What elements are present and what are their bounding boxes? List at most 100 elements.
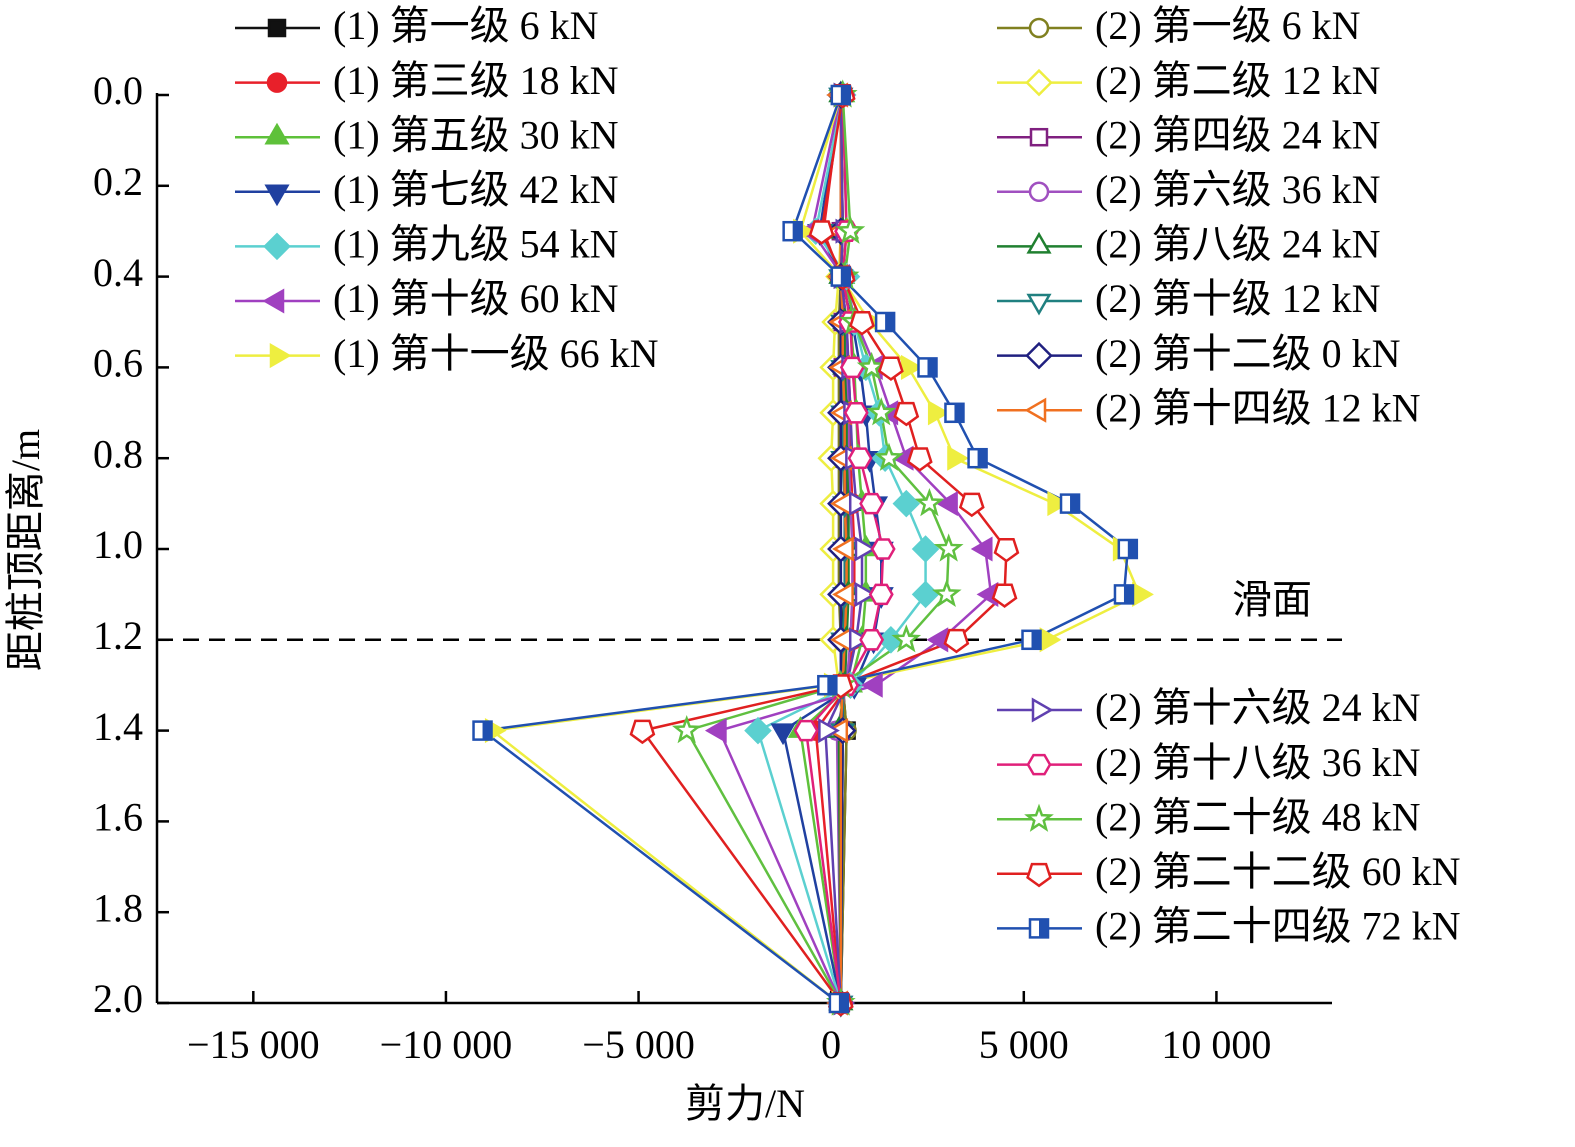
marker [671, 714, 702, 744]
y-tick-label: 1.4 [93, 704, 143, 749]
marker [859, 492, 885, 515]
marker-part [1127, 540, 1137, 558]
marker [269, 343, 292, 369]
y-tick-label: 1.0 [93, 522, 143, 567]
marker [782, 220, 803, 242]
marker [1117, 538, 1139, 560]
marker [991, 583, 1018, 608]
legend-label: (2) 第十八级 36 kN [1095, 740, 1421, 785]
marker [967, 447, 988, 469]
marker [1028, 17, 1050, 39]
marker [1026, 753, 1052, 776]
legend-label: (2) 第十四级 12 kN [1095, 385, 1421, 430]
marker-part [840, 267, 850, 286]
y-tick-label: 0.8 [93, 431, 143, 476]
marker [854, 536, 877, 562]
marker [854, 581, 877, 607]
marker [770, 723, 796, 746]
marker [808, 220, 835, 245]
marker [835, 215, 866, 244]
legend-label: (2) 第八级 24 kN [1095, 222, 1381, 267]
marker [911, 535, 940, 563]
marker [947, 445, 969, 471]
marker [891, 624, 922, 653]
y-tick-label: 1.6 [93, 795, 143, 840]
marker [830, 266, 852, 287]
marker-part [1039, 919, 1048, 938]
legend-label: (2) 第十二级 0 kN [1095, 331, 1401, 376]
marker [264, 122, 290, 145]
marker [843, 402, 869, 424]
marker [860, 672, 883, 698]
marker [931, 578, 962, 608]
marker [1026, 862, 1052, 888]
legend-label: (1) 第一级 6 kN [333, 3, 599, 48]
marker [629, 719, 656, 745]
y-tick-label: 0.2 [93, 159, 143, 204]
legend-label: (1) 第十一级 66 kN [333, 331, 659, 376]
marker [839, 356, 865, 379]
x-tick-label: −5 000 [582, 1022, 695, 1067]
marker-part [838, 994, 848, 1012]
legend-label: (1) 第九级 54 kN [333, 222, 619, 267]
marker [914, 487, 945, 517]
marker-part [1123, 585, 1133, 604]
marker [856, 351, 887, 381]
marker [866, 397, 897, 426]
y-tick-label: 0.4 [93, 250, 143, 295]
marker [1021, 629, 1042, 651]
marker [870, 538, 896, 560]
marker [1029, 127, 1049, 147]
marker [266, 72, 288, 93]
marker [970, 536, 993, 562]
marker [1025, 341, 1053, 370]
marker [793, 719, 819, 742]
marker [1028, 181, 1050, 203]
legend-label: (2) 第十六级 24 kN [1095, 685, 1421, 730]
marker [1026, 231, 1052, 254]
marker [859, 629, 885, 651]
y-tick-label: 1.8 [93, 885, 143, 930]
marker-part [927, 358, 937, 377]
marker [1113, 584, 1135, 605]
marker [1031, 697, 1054, 723]
marker [936, 491, 958, 517]
marker [828, 992, 850, 1014]
marker [893, 401, 920, 427]
marker [1028, 918, 1050, 939]
marker [892, 489, 921, 518]
x-tick-label: −15 000 [187, 1022, 320, 1067]
marker [933, 533, 964, 562]
marker [1025, 68, 1053, 97]
marker-part [482, 721, 492, 740]
marker [264, 184, 290, 207]
y-axis-label: 距桩顶距离/m [3, 429, 48, 671]
legend-label: (2) 第十级 12 kN [1095, 276, 1381, 321]
marker [878, 356, 904, 381]
marker-part [1031, 630, 1041, 649]
x-axis-label: 剪力/N [685, 1081, 805, 1126]
marker [874, 311, 896, 333]
legend-label: (2) 第一级 6 kN [1095, 3, 1361, 48]
legend-label: (2) 第二十级 48 kN [1095, 794, 1421, 839]
marker [1132, 581, 1154, 607]
y-tick-label: 1.2 [93, 613, 143, 658]
marker [1059, 493, 1081, 514]
x-tick-label: 5 000 [979, 1022, 1069, 1067]
legend-label: (2) 第六级 36 kN [1095, 167, 1381, 212]
marker [993, 538, 1020, 563]
marker-part [954, 403, 964, 422]
marker-part [885, 313, 895, 331]
marker [817, 674, 838, 696]
marker [472, 720, 493, 741]
legend-label: (1) 第五级 30 kN [333, 112, 619, 157]
marker [1039, 627, 1062, 653]
marker [911, 580, 940, 609]
legend-label: (1) 第七级 42 kN [333, 167, 619, 212]
marker [868, 583, 894, 606]
marker [906, 447, 933, 472]
marker [927, 400, 950, 426]
marker [847, 447, 873, 469]
marker [832, 536, 854, 562]
marker-part [792, 222, 802, 241]
